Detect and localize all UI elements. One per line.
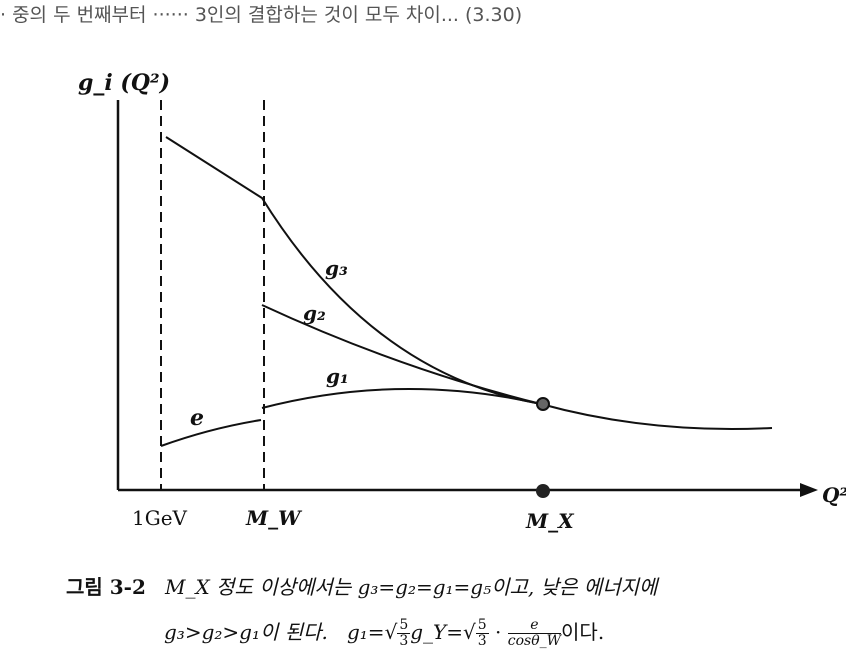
caption-frac-3: e cosθ_W — [507, 617, 562, 649]
caption-line-2-c: g_Y= — [410, 620, 463, 644]
caption-line-1-body: M_X 정도 이상에서는 g₃=g₂=g₁=g₅이고, 낮은 에너지에 — [164, 575, 658, 599]
caption-line-2-a: g₃>g₂>g₁이 된다. — [164, 620, 328, 644]
x-axis-label: Q² — [822, 483, 846, 507]
top-cropped-text: · 중의 두 번째부터 ······ 3인의 결합하는 것이 모두 차이... … — [0, 4, 523, 26]
unification-point — [536, 397, 550, 411]
curve-g2 — [261, 304, 542, 405]
curve-g1 — [261, 387, 542, 409]
x-axis-arrow — [800, 483, 818, 497]
curve-g3 — [165, 136, 542, 405]
tick-mx: M_X — [525, 509, 575, 533]
caption-line-2-tail: 이다. — [561, 620, 605, 644]
curve-e — [160, 419, 262, 447]
tick-mw: M_W — [245, 506, 303, 530]
caption-figure-number: 그림 3-2 — [66, 575, 146, 599]
caption-line-2: g₃>g₂>g₁이 된다. g₁=√ 5 3 g_Y=√ 5 3 · e cosθ_W 이다. — [164, 617, 605, 649]
label-e: e — [190, 405, 204, 431]
curve-unified — [540, 403, 773, 430]
tick-1gev: 1GeV — [132, 506, 188, 530]
label-g3: g₃ — [325, 256, 348, 280]
label-g1: g₁ — [326, 364, 349, 388]
y-axis-label: g_i (Q²) — [78, 70, 170, 96]
label-g2: g₂ — [303, 301, 326, 325]
caption-line-2-d: · — [495, 620, 502, 644]
coupling-running-diagram: g_i (Q²) Q² g₃ g₂ g₁ e 1GeV M_W M_X — [78, 70, 846, 533]
caption-line-1: 그림 3-2 M_X 정도 이상에서는 g₃=g₂=g₁=g₅이고, 낮은 에너… — [66, 571, 846, 600]
caption-line-2-b: g₁= — [346, 620, 385, 644]
mx-tick-dot — [536, 484, 550, 498]
